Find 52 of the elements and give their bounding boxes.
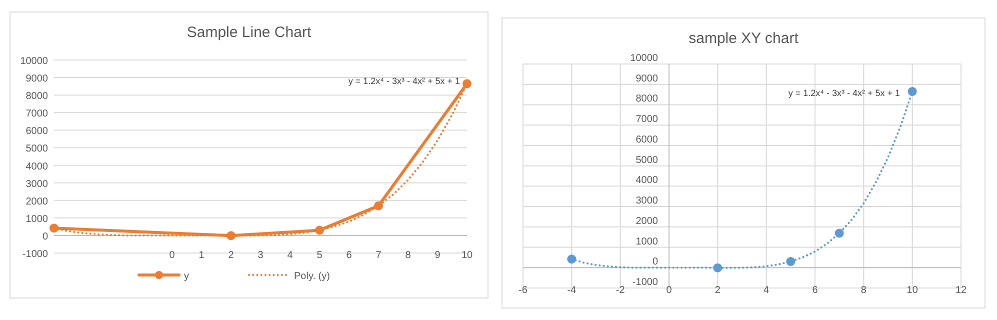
- x-tick-label: 3: [258, 250, 264, 261]
- x-tick-label: 6: [346, 250, 352, 261]
- y-tick-label: 5000: [26, 144, 48, 155]
- y-tick-label: 8000: [636, 94, 658, 105]
- x-tick-label: 12: [955, 285, 967, 296]
- x-tick-label: 2: [714, 285, 721, 296]
- chart-title: Sample Line Chart: [186, 24, 312, 41]
- annotation: y = 1.2x⁴ - 3x³ - 4x² + 5x + 1: [348, 76, 460, 86]
- y-tick-label: 4000: [636, 175, 658, 186]
- x-tick-label: -2: [616, 285, 626, 296]
- legend-label: Poly. (y): [294, 271, 330, 282]
- y-tick-label: -1000: [632, 277, 658, 288]
- x-tick-label: 0: [169, 250, 176, 261]
- x-tick-label: 10: [461, 250, 473, 261]
- y-tick-label: 1000: [26, 214, 48, 225]
- y-tick-label: 5000: [636, 154, 658, 166]
- x-tick-label: 1: [198, 250, 205, 261]
- y-tick-label: 4000: [26, 161, 48, 172]
- x-tick-label: 8: [860, 285, 867, 296]
- y-tick-label: 9000: [636, 73, 658, 84]
- annotation: y = 1.2x⁴ - 3x³ - 4x² + 5x + 1: [788, 88, 900, 98]
- y-tick-label: 8000: [26, 91, 48, 102]
- x-tick-label: 4: [764, 285, 770, 296]
- x-tick-label: 9: [434, 250, 441, 261]
- x-tick-label: 0: [666, 285, 672, 296]
- legend-label: y: [184, 271, 189, 282]
- y-tick-label: 7000: [636, 114, 658, 126]
- point: [462, 79, 472, 88]
- y-tick-label: 2000: [636, 216, 658, 227]
- x-tick-label: 8: [405, 250, 412, 261]
- x-tick-label: 2: [228, 250, 234, 261]
- x-tick-label: -6: [518, 285, 528, 296]
- y-tick-label: 6000: [26, 126, 48, 138]
- point: [50, 224, 58, 233]
- x-tick-label: 6: [812, 285, 818, 296]
- y-tick-label: 10000: [630, 53, 658, 64]
- x-tick-label: 4: [287, 250, 294, 261]
- y-tick-label: 6000: [636, 134, 658, 146]
- y-tick-label: 3000: [26, 178, 48, 190]
- chart-title: sample XY chart: [688, 30, 800, 47]
- y-tick-label: 2000: [26, 196, 48, 208]
- y-tick-label: 7000: [26, 108, 48, 120]
- y-tick-label: 1000: [636, 236, 658, 248]
- x-tick-label: 10: [906, 285, 918, 296]
- x-tick-label: -4: [567, 285, 577, 296]
- y-tick-label: 9000: [26, 74, 48, 85]
- y-tick-label: 0: [42, 231, 48, 242]
- x-tick-label: 5: [316, 250, 323, 261]
- x-tick-label: 7: [376, 250, 382, 261]
- y-tick-label: -1000: [22, 249, 48, 260]
- y-tick-label: 3000: [636, 196, 658, 207]
- y-tick-label: 10000: [20, 56, 48, 67]
